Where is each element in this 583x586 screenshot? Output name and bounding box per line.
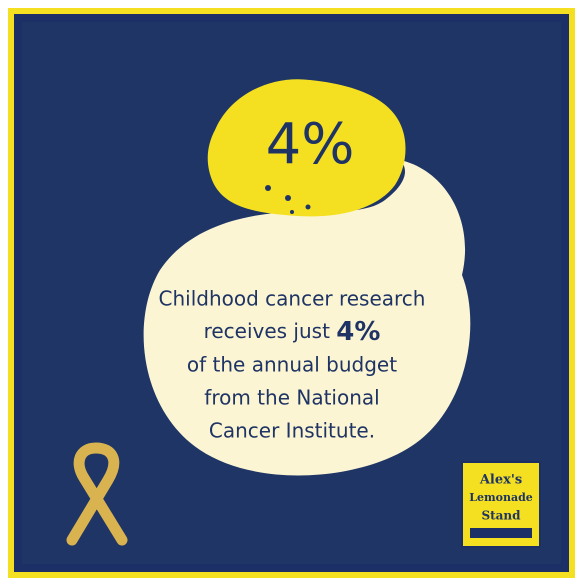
logo-banner [470, 528, 532, 538]
body-line: Childhood cancer research [159, 287, 426, 311]
lemon [207, 79, 406, 217]
lemon-dot [265, 185, 271, 191]
body-line: Cancer Institute. [209, 419, 375, 443]
lemon-dot [305, 204, 311, 210]
lemon-dot [285, 195, 291, 201]
lemon-dot [290, 210, 294, 214]
body-line: receives just 4% [204, 317, 381, 347]
logo: Alex's Lemonade Stand [461, 461, 541, 548]
logo-text: Alex's [479, 473, 522, 488]
big-stat: 4% [266, 112, 355, 177]
logo-text: Stand [481, 509, 521, 523]
gold-ribbon [66, 442, 128, 546]
body-line: from the National [204, 386, 379, 410]
body-line: of the annual budget [187, 353, 397, 377]
speech-blob [143, 160, 471, 476]
body-text: receives just [204, 319, 337, 343]
body-stat: 4% [336, 317, 380, 347]
logo-text: Lemonade [469, 491, 533, 504]
